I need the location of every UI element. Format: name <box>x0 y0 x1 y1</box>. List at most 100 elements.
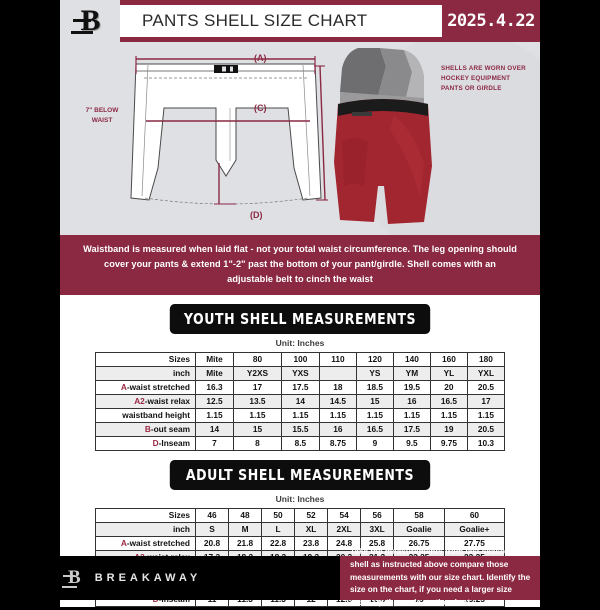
column-header-cell: 110 <box>318 351 357 367</box>
youth-section: YOUTH SHELL MEASUREMENTS Unit: Inches Si… <box>60 294 540 451</box>
illustration-area: 7" BELOW WAIST SHELLS ARE WORN OVER HOCK… <box>60 42 540 235</box>
row-label: inch <box>95 521 196 537</box>
footer-brand: B BREAKAWAY <box>0 556 340 600</box>
column-header-cell: 54 <box>327 507 362 523</box>
column-header-cell: 100 <box>280 351 320 367</box>
measurement-cell: 17 <box>466 393 506 409</box>
footer-monogram-icon: B <box>62 567 81 588</box>
measurement-cell: 16.3 <box>195 379 234 395</box>
table-row: inch S M L XL 2XL 3XL Goalie Goalie+ <box>95 521 506 537</box>
measurement-cell: 1.15 <box>318 407 357 423</box>
measurement-cell: 1.15 <box>392 407 431 423</box>
footer-brand-name: BREAKAWAY <box>94 572 202 584</box>
measurement-cell: 22.8 <box>261 535 296 551</box>
measurement-cell: 14 <box>195 421 234 437</box>
column-header-cell: YS <box>355 365 394 381</box>
table-row: inch Mite Y2XS YXS YS YM YL YXL <box>95 365 506 381</box>
measurement-cell: 8 <box>232 435 282 451</box>
row-label: A-waist stretched <box>95 379 196 395</box>
column-header-cell: 52 <box>294 507 329 523</box>
pants-shell-diagram <box>130 56 328 205</box>
row-label: Sizes <box>95 507 196 523</box>
header-logo: B <box>60 0 120 42</box>
measurement-cell: 20.5 <box>466 421 506 437</box>
row-label-marker: B <box>144 424 151 435</box>
column-header-cell: Mite <box>195 365 234 381</box>
column-header-cell: 46 <box>194 507 230 523</box>
column-header-cell: YXL <box>466 365 506 381</box>
column-header-cell: YL <box>429 365 468 381</box>
row-label: A2-waist relax <box>95 393 196 409</box>
page-footer: B BREAKAWAY Take the measurements from l… <box>0 547 600 607</box>
column-header-cell: 80 <box>232 351 282 367</box>
adult-unit-label: Unit: Inches <box>275 493 325 504</box>
measurement-cell: 8.75 <box>318 435 357 451</box>
column-header-cell <box>318 365 357 381</box>
row-label: B-out seam <box>95 421 196 437</box>
row-label: Sizes <box>95 351 196 367</box>
table-row: B-out seam 14 15 15.5 16 16.5 17.5 19 20.5 <box>95 421 506 437</box>
measurement-cell: 9 <box>355 435 394 451</box>
measurement-cell: 25.8 <box>360 535 395 551</box>
measurement-cell: 20 <box>429 379 468 395</box>
column-header-cell: 120 <box>355 351 394 367</box>
youth-unit-label: Unit: Inches <box>275 337 325 348</box>
shell-usage-note: SHELLS ARE WORN OVER HOCKEY EQUIPMENT PA… <box>441 65 526 93</box>
measurement-cell: 16.5 <box>429 393 468 409</box>
measurement-cell: 18 <box>318 379 357 395</box>
column-header-cell: YXS <box>280 365 320 381</box>
measurement-cell: 9.5 <box>392 435 431 451</box>
row-label-marker: A <box>120 538 127 549</box>
measurement-cell: 15 <box>232 421 282 437</box>
measurement-cell: 24.8 <box>327 535 362 551</box>
page-header: B PANTS SHELL SIZE CHART 2025.4.22 <box>60 0 540 42</box>
measurement-cell: 19 <box>429 421 468 437</box>
measurement-cell: 26.75 <box>393 535 445 551</box>
measurement-cell: 20.5 <box>466 379 506 395</box>
measurement-cell: 16 <box>318 421 357 437</box>
column-header-cell: YM <box>392 365 431 381</box>
content-column: B PANTS SHELL SIZE CHART 2025.4.22 7" BE… <box>60 0 540 607</box>
row-label: inch <box>95 365 196 381</box>
measurement-cell: 16.5 <box>355 421 394 437</box>
dimension-label-d: (D) <box>250 210 263 220</box>
column-header-cell: 60 <box>443 507 506 523</box>
column-header-cell: 160 <box>429 351 468 367</box>
column-header-cell: Mite <box>195 351 234 367</box>
table-row: A-waist stretched 16.3 17 17.5 18 18.5 19.5 20 2… <box>95 379 506 395</box>
measurement-cell: 12.5 <box>195 393 234 409</box>
column-header-cell: 180 <box>466 351 506 367</box>
measurement-cell: 14.5 <box>318 393 357 409</box>
table-row: Sizes 46 48 50 52 54 56 58 60 <box>95 507 506 523</box>
dimension-label-a: (A) <box>254 53 267 63</box>
measurement-cell: 23.8 <box>294 535 329 551</box>
row-label: waistband height <box>95 407 196 423</box>
table-row: A2-waist relax 12.5 13.5 14 14.5 15 16 16.5 17 <box>95 393 506 409</box>
measurement-cell: 14 <box>280 393 320 409</box>
table-row: Sizes Mite 80 100 110 120 140 160 180 <box>95 351 506 367</box>
measurement-cell: 18.5 <box>355 379 394 395</box>
measurement-cell: 1.15 <box>355 407 394 423</box>
measurement-instructions-banner: Waistband is measured when laid flat - n… <box>60 235 540 295</box>
youth-measurements-table: Sizes Mite 80 100 110 120 140 160 180 inch Mite Y2X… <box>95 351 506 451</box>
row-label: D-Inseam <box>95 435 196 451</box>
brand-monogram-icon: B <box>71 4 101 37</box>
measurement-cell: 15.5 <box>280 421 320 437</box>
column-header-cell: Goalie <box>393 521 445 537</box>
measurement-cell: 1.15 <box>466 407 506 423</box>
column-header-cell: L <box>261 521 296 537</box>
measurement-cell: 9.75 <box>429 435 468 451</box>
footer-instructions: Take the measurements from last seasons … <box>340 547 540 607</box>
measurement-cell: 21.8 <box>228 535 263 551</box>
measurement-cell: 15 <box>355 393 394 409</box>
row-label-marker: A <box>120 382 127 393</box>
below-waist-label: 7" BELOW WAIST <box>85 107 119 124</box>
measurement-cell: 1.15 <box>232 407 282 423</box>
table-row: D-Inseam 7 8 8.5 8.75 9 9.5 9.75 10.3 <box>95 435 506 451</box>
measurement-cell: 1.15 <box>195 407 234 423</box>
product-photo <box>334 48 432 224</box>
column-header-cell: 48 <box>228 507 263 523</box>
column-header-cell: 58 <box>393 507 445 523</box>
